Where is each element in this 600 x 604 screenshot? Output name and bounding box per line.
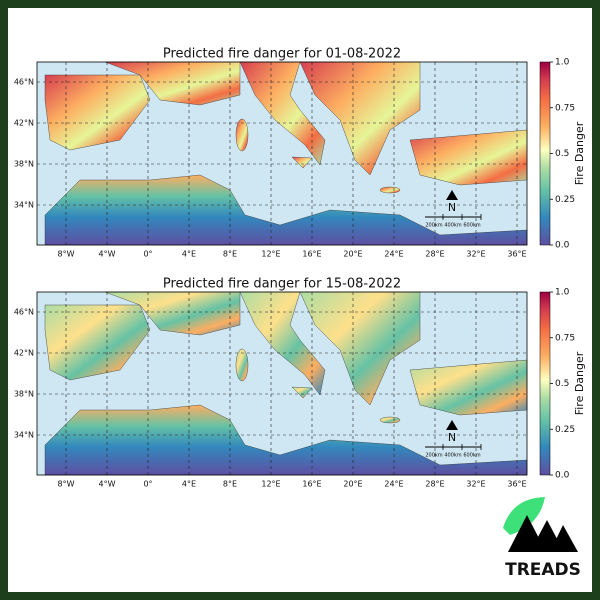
land-crete	[379, 186, 401, 194]
lon-tick-label: 0°	[143, 250, 152, 259]
lat-tick-label: 46°N	[14, 308, 34, 317]
lat-tick-label: 42°N	[14, 349, 34, 358]
land-italy	[239, 291, 326, 396]
colorbar-tick-label: 0.5	[555, 379, 569, 389]
colorbar-label: Fire Danger	[573, 351, 586, 415]
scale-label: 200km	[425, 453, 442, 459]
lon-tick-label: 4°W	[99, 250, 116, 259]
colorbar-label: Fire Danger	[573, 121, 586, 185]
panel-title: Predicted fire danger for 01-08-2022	[163, 47, 401, 62]
colorbar-tick-label: 0.75	[555, 333, 575, 343]
land-turkey	[409, 359, 528, 416]
land-sardinia	[235, 118, 249, 152]
land-north-africa	[44, 174, 528, 246]
lon-tick-label: 4°W	[99, 480, 116, 489]
north-label: N	[448, 431, 456, 444]
lon-tick-label: 16°E	[302, 250, 321, 259]
lat-tick-label: 34°N	[14, 431, 34, 440]
land-iberia	[44, 74, 151, 151]
lat-tick-label: 42°N	[14, 119, 34, 128]
logo-leaf	[503, 497, 545, 535]
lat-tick-label: 46°N	[14, 78, 34, 87]
scale-label: 400km	[444, 223, 461, 229]
land-sicily	[291, 156, 313, 169]
lon-tick-label: 8°E	[223, 250, 237, 259]
logo-peak	[550, 525, 578, 552]
lon-tick-label: 0°	[143, 480, 152, 489]
lat-tick-label: 34°N	[14, 201, 34, 210]
north-arrow	[446, 190, 458, 200]
colorbar-tick-label: 0.75	[555, 103, 575, 113]
lon-tick-label: 16°E	[302, 480, 321, 489]
lon-tick-label: 20°E	[343, 250, 362, 259]
map-panel: Predicted fire danger for 01-08-2022 8°W 4…	[14, 47, 586, 259]
colorbar-tick-label: 1.0	[555, 58, 570, 68]
lon-tick-label: 4°E	[182, 250, 196, 259]
scale-label: 600km	[463, 453, 480, 459]
lon-tick-label: 36°E	[507, 480, 526, 489]
lon-tick-label: 8°E	[223, 480, 237, 489]
colorbar-tick-label: 0.25	[555, 425, 575, 435]
colorbar-tick-label: 0.0	[555, 471, 570, 481]
land-balkans	[299, 61, 421, 176]
scale-label: 400km	[444, 453, 461, 459]
land-balkans	[299, 291, 421, 406]
colorbar	[539, 61, 551, 246]
north-arrow	[446, 420, 458, 430]
map-panel: Predicted fire danger for 15-08-2022 8°W 4…	[14, 277, 586, 489]
lon-tick-label: 8°W	[58, 250, 75, 259]
land-north-africa	[44, 404, 528, 476]
map-border	[36, 61, 528, 246]
lon-tick-label: 8°W	[58, 480, 75, 489]
lon-tick-label: 24°E	[384, 480, 403, 489]
lat-tick-label: 38°N	[14, 390, 34, 399]
colorbar-tick-label: 0.0	[555, 241, 570, 251]
colorbar-tick-label: 0.25	[555, 195, 575, 205]
lon-tick-label: 12°E	[261, 480, 280, 489]
colorbar-tick-label: 0.5	[555, 149, 569, 159]
lon-tick-label: 36°E	[507, 250, 526, 259]
land-turkey	[409, 129, 528, 186]
land-sardinia	[235, 348, 249, 382]
land	[44, 61, 528, 246]
panel-title: Predicted fire danger for 15-08-2022	[163, 277, 401, 292]
north-label: N	[448, 201, 456, 214]
lon-tick-label: 28°E	[425, 250, 444, 259]
logo: TREADS	[503, 497, 581, 580]
land-crete	[379, 416, 401, 424]
lon-tick-label: 28°E	[425, 480, 444, 489]
map-border	[36, 291, 528, 476]
colorbar-tick-label: 1.0	[555, 288, 570, 298]
land-italy	[239, 61, 326, 166]
lon-tick-label: 32°E	[466, 250, 485, 259]
land	[44, 291, 528, 476]
scale-label: 600km	[463, 223, 480, 229]
lon-tick-label: 20°E	[343, 480, 362, 489]
lon-tick-label: 32°E	[466, 480, 485, 489]
scale-label: 200km	[425, 223, 442, 229]
lon-tick-label: 12°E	[261, 250, 280, 259]
lon-tick-label: 24°E	[384, 250, 403, 259]
colorbar	[539, 291, 551, 476]
logo-text: TREADS	[505, 560, 581, 580]
land-sicily	[291, 386, 313, 399]
lon-tick-label: 4°E	[182, 480, 196, 489]
lat-tick-label: 38°N	[14, 160, 34, 169]
land-iberia	[44, 304, 151, 381]
